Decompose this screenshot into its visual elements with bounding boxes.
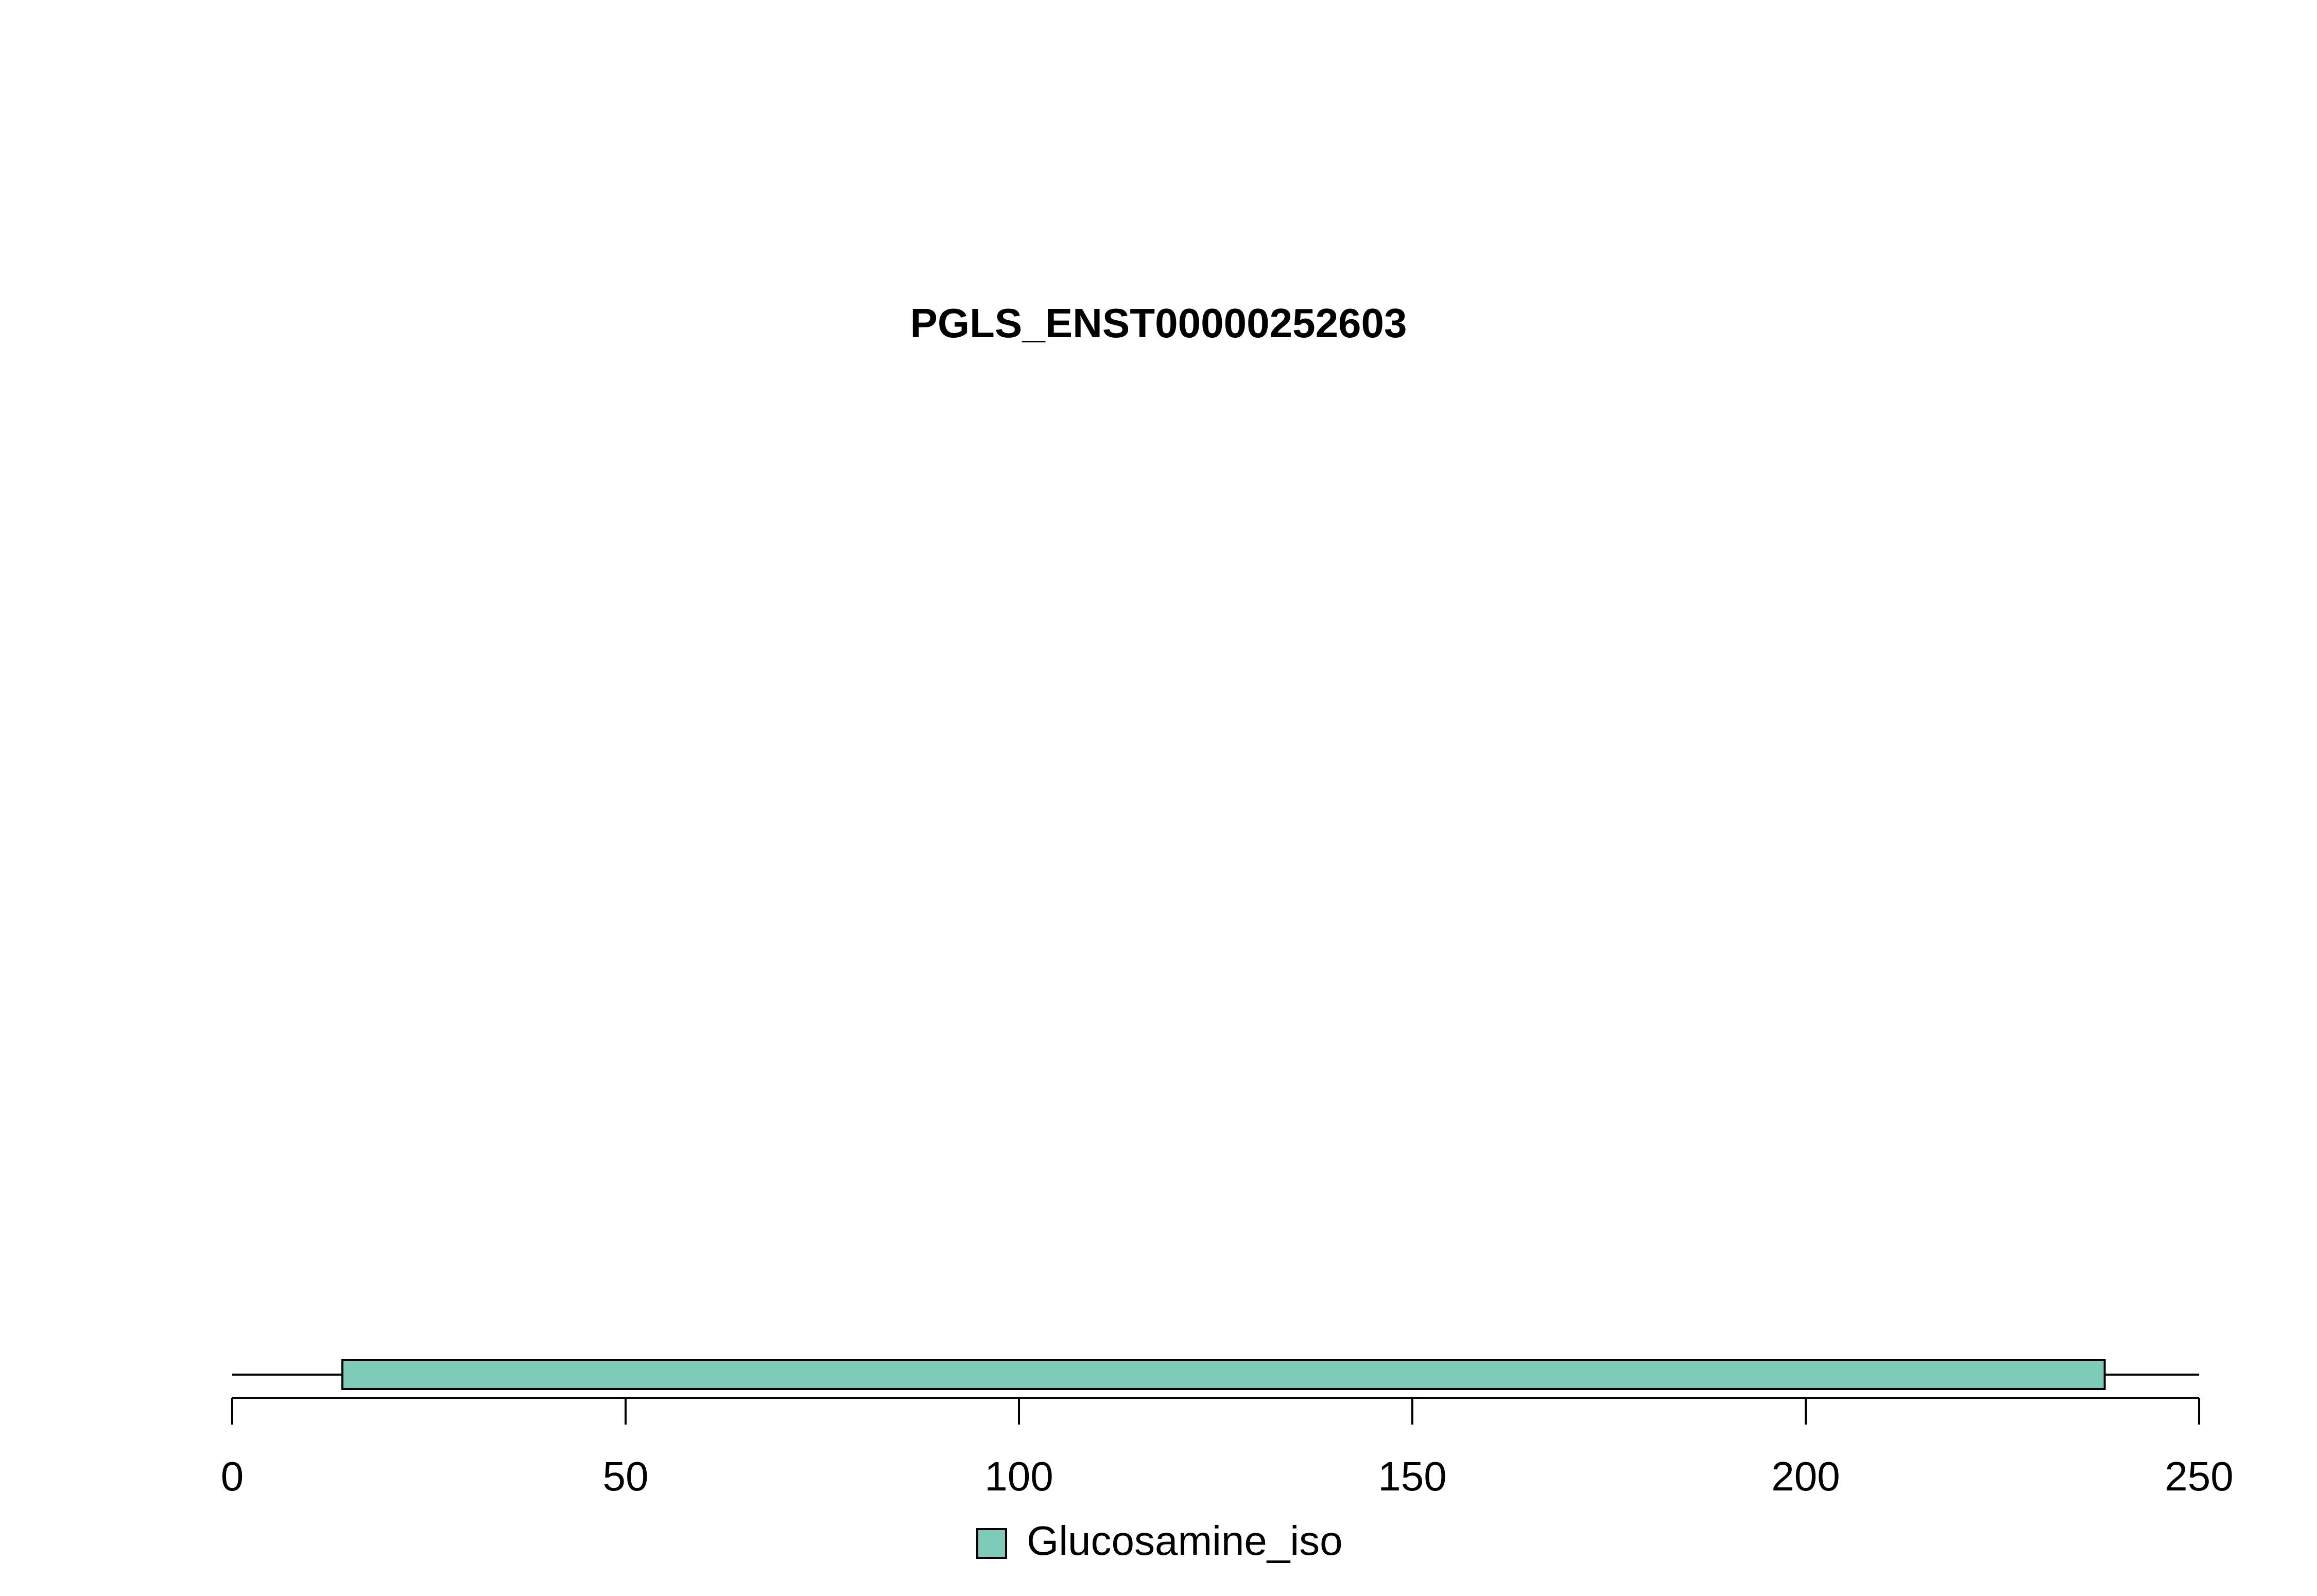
x-tick-label: 250 — [2165, 1453, 2233, 1499]
domain-box-0 — [341, 1359, 2106, 1390]
chart-title: PGLS_ENST00000252603 — [910, 300, 1407, 346]
x-axis: 0 50 100 150 200 250 — [221, 1397, 2234, 1499]
x-tick-label: 50 — [603, 1453, 649, 1499]
x-tick-label: 100 — [984, 1453, 1053, 1499]
legend-label: Glucosamine_iso — [1027, 1518, 1343, 1564]
x-tick-label: 0 — [221, 1453, 244, 1499]
x-tick-label: 150 — [1378, 1453, 1446, 1499]
domain-track — [232, 1359, 2199, 1390]
legend-swatch — [976, 1528, 1007, 1559]
legend: Glucosamine_iso — [976, 1518, 1343, 1564]
x-tick-label: 200 — [1771, 1453, 1840, 1499]
